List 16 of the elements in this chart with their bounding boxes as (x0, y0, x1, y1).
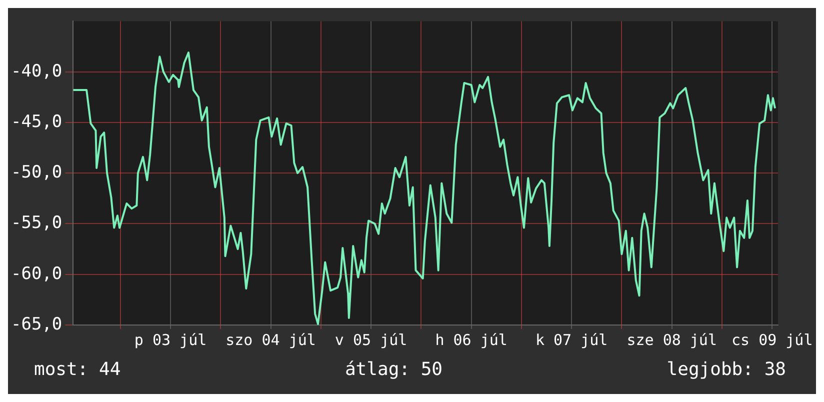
x-tick-label: cs 09 júl (731, 330, 813, 349)
x-tick-label: v 05 júl (334, 330, 408, 349)
y-tick-label: -50,0 (10, 162, 62, 183)
y-tick-label: -45,0 (10, 112, 62, 132)
text: most: 44 (34, 359, 121, 380)
x-tick-label: h 06 júl (435, 330, 508, 349)
x-tick-label: szo 04 júl (226, 330, 316, 349)
text: legjobb: 38 (666, 359, 786, 380)
text: átlag: 50 (344, 359, 443, 380)
y-tick-label: -55,0 (10, 213, 62, 234)
x-tick-label: sze 08 júl (626, 330, 718, 349)
y-tick-label: -65,0 (10, 314, 62, 334)
y-tick-label: -60,0 (10, 264, 62, 284)
y-tick-label: -40,0 (10, 61, 62, 82)
x-tick-label: k 07 júl (535, 330, 608, 349)
x-tick-label: p 03 júl (134, 330, 207, 349)
